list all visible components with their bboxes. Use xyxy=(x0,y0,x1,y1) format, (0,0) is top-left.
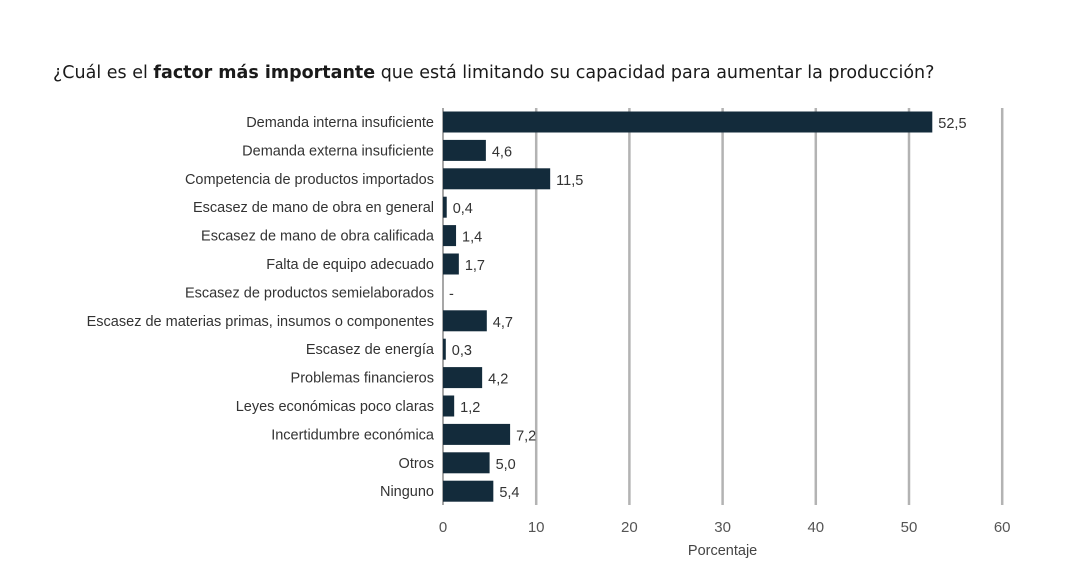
x-tick-label: 50 xyxy=(901,519,918,536)
category-label: Escasez de productos semielaborados xyxy=(185,285,434,301)
category-label: Falta de equipo adecuado xyxy=(266,257,434,273)
value-label: 4,2 xyxy=(488,372,508,388)
value-label: 5,4 xyxy=(499,485,519,501)
bar xyxy=(443,367,483,389)
x-axis-title: Porcentaje xyxy=(688,543,757,559)
category-label: Escasez de energía xyxy=(306,342,435,358)
category-label: Leyes económicas poco claras xyxy=(236,399,434,415)
value-label: - xyxy=(449,286,454,302)
x-tick-label: 40 xyxy=(807,519,824,536)
value-label: 4,6 xyxy=(492,144,512,160)
bar xyxy=(443,196,447,218)
value-label: 11,5 xyxy=(556,173,583,189)
chart-title: ¿Cuál es el factor más importante que es… xyxy=(53,63,934,83)
x-tick-label: 30 xyxy=(714,519,731,536)
x-tick-label: 10 xyxy=(528,519,545,536)
bar xyxy=(443,395,455,417)
category-label: Otros xyxy=(399,456,434,472)
value-label: 1,7 xyxy=(465,258,485,274)
bar xyxy=(443,310,487,332)
chart-title-part2: que está limitando su capacidad para aum… xyxy=(375,63,935,83)
bar xyxy=(443,225,457,247)
value-label: 0,4 xyxy=(453,201,473,217)
bar xyxy=(443,253,459,275)
x-tick-label: 60 xyxy=(994,519,1011,536)
bar xyxy=(443,452,490,474)
x-tick-label: 20 xyxy=(621,519,638,536)
chart-title-part1: ¿Cuál es el xyxy=(53,63,154,83)
category-label: Demanda externa insuficiente xyxy=(242,143,434,159)
value-label: 1,4 xyxy=(462,230,482,246)
category-label: Demanda interna insuficiente xyxy=(246,115,434,131)
bar xyxy=(443,139,486,161)
bar xyxy=(443,111,933,133)
category-label: Competencia de productos importados xyxy=(185,172,434,188)
x-tick-label: 0 xyxy=(439,519,447,536)
bar xyxy=(443,168,551,190)
bar xyxy=(443,423,511,445)
category-label: Incertidumbre económica xyxy=(271,427,435,443)
category-label: Escasez de mano de obra en general xyxy=(193,200,434,216)
bar xyxy=(443,338,446,360)
category-label: Escasez de mano de obra calificada xyxy=(201,229,435,245)
value-label: 7,2 xyxy=(516,428,536,444)
chart-title-bold: factor más importante xyxy=(153,63,376,83)
value-label: 1,2 xyxy=(460,400,480,416)
value-label: 52,5 xyxy=(938,116,966,132)
value-label: 5,0 xyxy=(496,457,516,473)
category-label: Ninguno xyxy=(380,484,434,500)
category-label: Escasez de materias primas, insumos o co… xyxy=(87,314,434,330)
value-label: 0,3 xyxy=(452,343,472,359)
value-label: 4,7 xyxy=(493,315,513,331)
bar xyxy=(443,480,494,502)
category-label: Problemas financieros xyxy=(291,371,434,387)
